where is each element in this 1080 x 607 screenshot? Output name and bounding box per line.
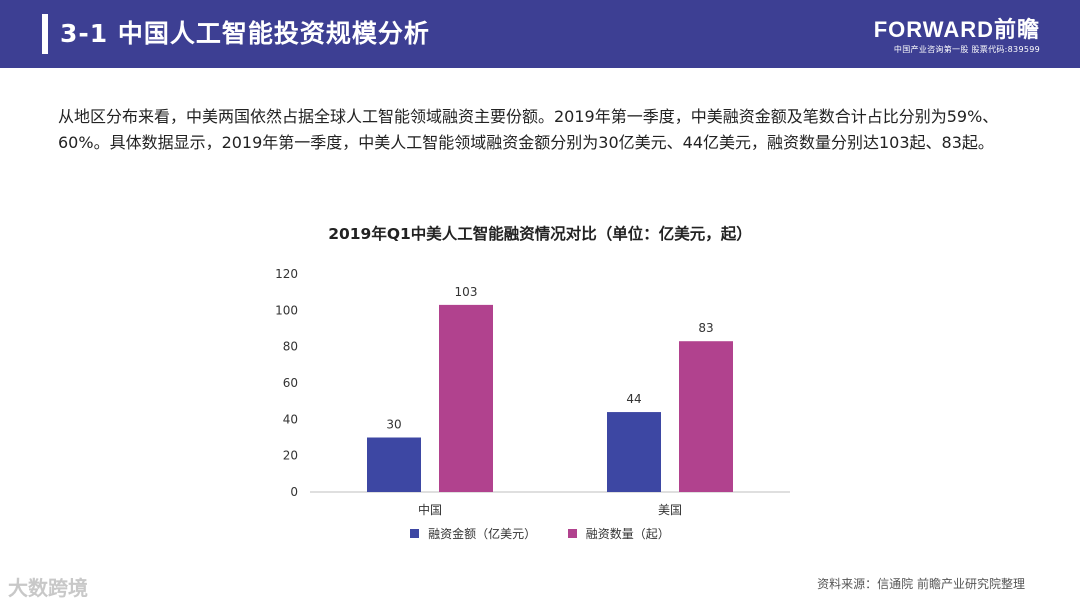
brand-logo: FORWARD前瞻 (873, 17, 1040, 42)
header-bar: 3-1 中国人工智能投资规模分析 FORWARD前瞻 中国产业咨询第一股 股票代… (0, 0, 1080, 68)
intro-paragraph: 从地区分布来看，中美两国依然占据全球人工智能领域融资主要份额。2019年第一季度… (58, 107, 999, 152)
bar-data-label: 44 (626, 392, 641, 406)
x-tick-label: 中国 (418, 502, 442, 517)
bar (679, 341, 733, 492)
bar-chart: 2019年Q1中美人工智能融资情况对比（单位：亿美元，起） 0 20 40 60 80 1… (250, 212, 830, 552)
chart-plot: 0 20 40 60 80 100 120 30 103 中国 44 83 美国 (275, 267, 790, 517)
y-tick-label: 80 (283, 340, 298, 354)
bar-data-label: 103 (455, 285, 478, 299)
legend-swatch-amount (410, 529, 420, 538)
source-note: 资料来源：信通院 前瞻产业研究院整理 (817, 577, 1025, 591)
x-tick-label: 美国 (658, 503, 682, 517)
watermark-logo: 大数跨境 (8, 576, 88, 600)
y-tick-label: 40 (283, 412, 298, 426)
legend-label-count: 融资数量（起） (585, 527, 670, 541)
bar (367, 437, 421, 492)
y-tick-label: 0 (290, 485, 298, 499)
legend-label-amount: 融资金额（亿美元） (428, 527, 537, 541)
y-tick-label: 100 (275, 303, 298, 317)
y-tick-label: 120 (275, 267, 298, 281)
legend-item-count: 融资数量（起） (567, 525, 670, 542)
legend-item-amount: 融资金额（亿美元） (410, 525, 536, 542)
brand-block: FORWARD前瞻 中国产业咨询第一股 股票代码:839599 (874, 18, 1040, 56)
y-tick-label: 60 (283, 376, 298, 390)
legend-swatch-count (567, 529, 577, 538)
bar-data-label: 30 (386, 418, 401, 432)
y-tick-label: 20 (283, 449, 298, 463)
chart-title: 2019年Q1中美人工智能融资情况对比（单位：亿美元，起） (328, 225, 752, 243)
brand-slogan: 中国产业咨询第一股 股票代码:839599 (893, 45, 1040, 54)
page-title: 3-1 中国人工智能投资规模分析 (60, 19, 430, 48)
title-accent-bar (42, 14, 48, 54)
bar-data-label: 83 (698, 321, 713, 335)
bar (439, 304, 493, 492)
chart-legend: 融资金额（亿美元） 融资数量（起） (250, 525, 830, 542)
bar (607, 412, 661, 492)
